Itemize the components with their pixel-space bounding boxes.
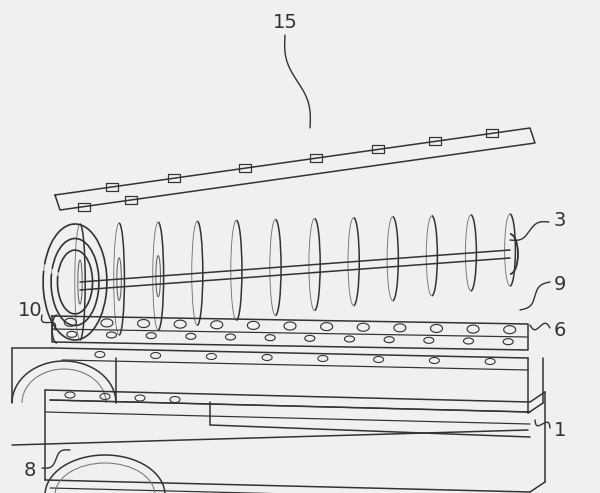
Text: 6: 6 <box>554 320 566 340</box>
Text: 10: 10 <box>17 301 43 319</box>
Text: 8: 8 <box>24 460 36 480</box>
Text: 15: 15 <box>272 12 298 32</box>
Text: 3: 3 <box>554 211 566 230</box>
Text: 9: 9 <box>554 276 566 294</box>
Text: 1: 1 <box>554 421 566 439</box>
